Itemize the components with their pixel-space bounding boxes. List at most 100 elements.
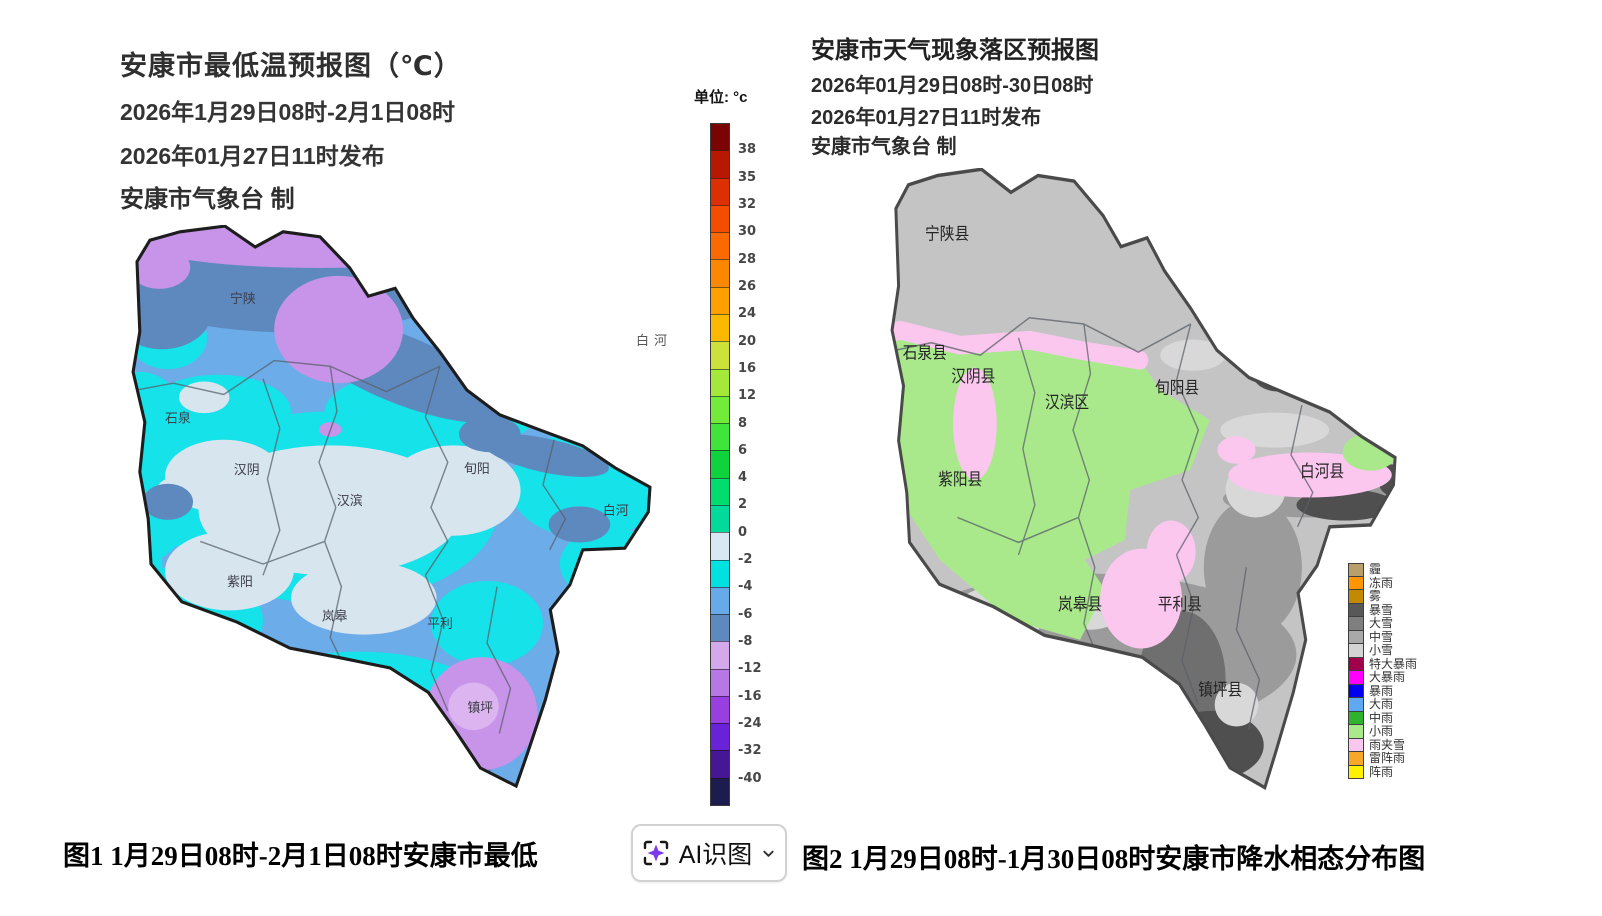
colorbar-tick-label: 4 [738,470,748,486]
colorbar-segment [711,423,729,451]
colorbar-segment [711,695,729,724]
left-map-producer: 安康市气象台 制 [120,186,295,213]
district-label: 宁陕 [230,291,256,306]
legend-row: 冻雨 [1348,576,1417,590]
temp-zone-minus2 [156,381,521,635]
colorbar-segment [711,341,729,369]
colorbar-segment [711,450,729,478]
legend-swatch [1348,603,1364,617]
colorbar-segment [711,395,729,424]
legend-label: 小雪 [1369,643,1394,658]
legend-row: 中雪 [1348,630,1417,644]
legend-row: 中雨 [1348,711,1417,725]
colorbar-tick-label: 35 [738,169,757,185]
legend-swatch [1348,590,1364,604]
colorbar-segment [711,750,729,778]
legend-label: 大雪 [1369,616,1394,631]
colorbar-tick-label: 32 [738,196,757,212]
legend-swatch [1348,698,1364,712]
legend-row: 暴雨 [1348,683,1417,698]
district-label: 镇坪 [467,700,493,715]
legend-label: 大雨 [1369,697,1394,712]
legend-label: 霾 [1369,562,1382,577]
colorbar-segment [711,368,729,396]
colorbar-tick-label: -2 [738,552,753,568]
colorbar-tick-label: 26 [738,278,757,294]
district-label: 旬阳县 [1155,378,1199,397]
colorbar-segment [711,641,729,669]
colorbar-segment [711,668,729,696]
colorbar-segment [711,150,729,178]
district-label: 汉阴县 [951,367,995,386]
colorbar-segment [711,614,729,642]
ai-scan-sparkle-icon [643,840,668,866]
temperature-colorbar [710,123,730,806]
baihe-outside-label: 白河 [636,333,673,348]
colorbar-segment [711,259,729,287]
right-map-title: 安康市天气现象落区预报图 [811,37,1099,64]
wx-zone-light-rain [892,330,1210,640]
legend-label: 小雨 [1369,724,1394,739]
legend-swatch [1348,644,1364,658]
district-label: 旬阳 [464,461,490,476]
legend-row: 暴雪 [1348,603,1417,617]
colorbar-segment [711,232,729,260]
colorbar-tick-label: -8 [738,634,753,650]
left-map-title: 安康市最低温预报图（℃） [120,51,462,81]
legend-row: 小雨 [1348,725,1417,739]
right-map-valid-period: 2026年01月29日08时-30日08时 [811,75,1094,97]
colorbar-segment [711,723,729,751]
district-label: 汉滨区 [1045,393,1089,412]
colorbar-segment [711,124,729,151]
legend-swatch [1348,765,1364,779]
colorbar-segment [711,286,729,314]
district-label: 白河县 [1300,462,1344,481]
legend-swatch [1348,630,1364,644]
chevron-down-icon[interactable] [761,846,776,861]
district-label: 汉滨 [337,493,363,508]
legend-label: 特大暴雨 [1369,656,1418,671]
right-map-producer: 安康市气象台 制 [811,136,957,158]
right-map-issue-time: 2026年01月27日11时发布 [811,107,1042,129]
colorbar-segment [711,477,729,505]
ai-image-recognition-button[interactable]: AI识图 [631,824,787,882]
legend-label: 大暴雨 [1369,670,1406,685]
legend-row: 雾 [1348,590,1417,604]
colorbar-tick-label: 38 [738,142,757,158]
colorbar-tick-label: -4 [738,579,753,595]
colorbar-tick-label: 0 [738,524,748,540]
colorbar-tick-label: 16 [738,360,757,376]
district-label: 白河 [603,503,629,518]
weather-type-legend: 霾冻雨雾暴雪 大雪 中雪 小雪 特大暴雨 大暴雨 暴雨 大雨 中雨 小雨 雨夹雪 雷阵雨 阵雨 [1348,563,1417,779]
district-label: 岚皋县 [1058,595,1102,614]
district-label: 紫阳县 [938,470,982,489]
legend-swatch [1348,671,1364,685]
legend-row: 大暴雨 [1348,671,1417,685]
legend-swatch [1348,725,1364,739]
colorbar-tick-label: 12 [738,388,757,404]
colorbar-tick-label: 8 [738,415,748,431]
colorbar-tick-label: 2 [738,497,748,513]
figure2-caption: 图2 1月29日08时-1月30日08时安康市降水相态分布图 [802,844,1426,874]
colorbar-tick-label: -16 [738,688,762,704]
colorbar-segment [711,559,729,587]
colorbar-unit-label: 单位: °c [694,89,748,106]
legend-swatch [1348,738,1364,752]
legend-swatch [1348,711,1364,725]
colorbar-tick-label: -40 [738,770,762,786]
legend-label: 阵雨 [1369,764,1394,779]
district-label: 岚皋 [322,608,348,623]
colorbar-tick-label: 20 [738,333,757,349]
colorbar-tick-label: -6 [738,606,753,622]
colorbar-tick-label: 6 [738,442,748,458]
colorbar-segment [711,313,729,342]
colorbar-segment [711,777,729,806]
colorbar-tick-label: -12 [738,661,762,677]
legend-swatch [1348,752,1364,766]
legend-label: 雷阵雨 [1369,751,1406,766]
legend-label: 暴雨 [1369,683,1394,698]
